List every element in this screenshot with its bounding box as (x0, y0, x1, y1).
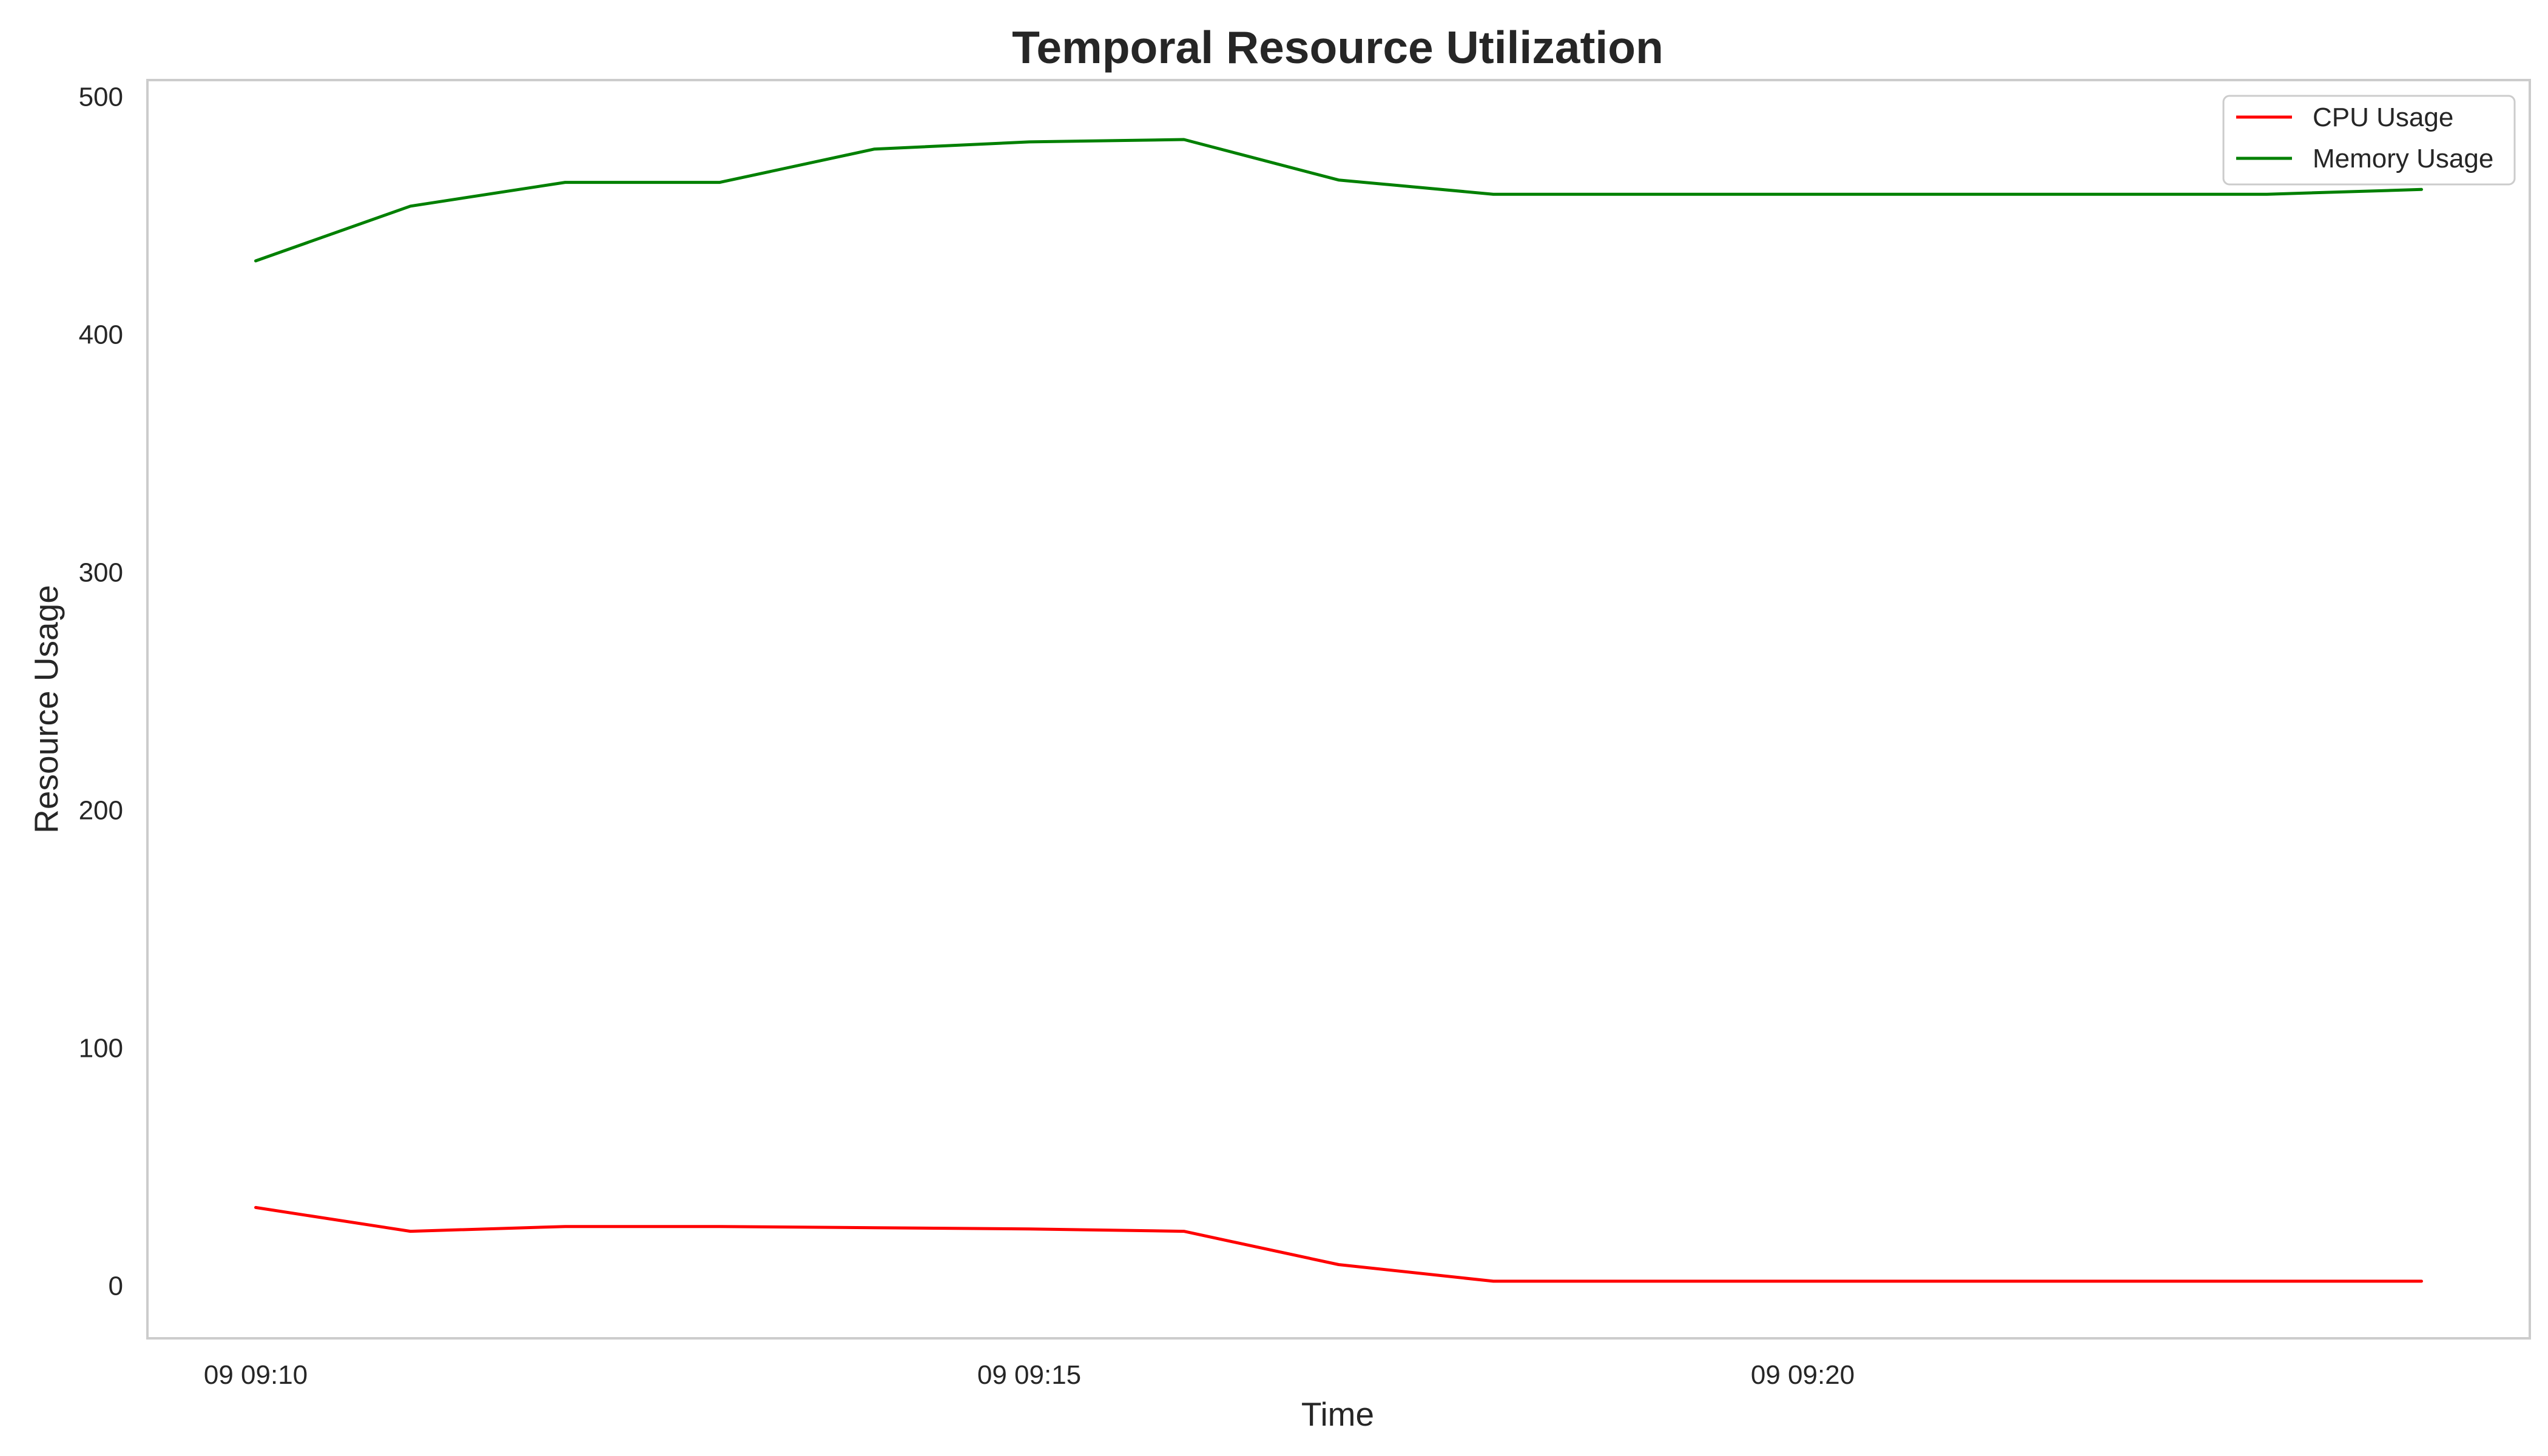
y-tick-label: 200 (79, 796, 123, 826)
legend-label-cpu: CPU Usage (2313, 103, 2453, 132)
y-tick-label: 100 (79, 1034, 123, 1063)
legend-label-memory: Memory Usage (2313, 144, 2493, 174)
series-line-cpu (254, 1205, 2423, 1283)
y-axis-label: Resource Usage (27, 585, 65, 834)
x-axis-label: Time (1301, 1395, 1374, 1433)
series-lines (254, 138, 2423, 1283)
x-tick-label: 09 09:20 (1751, 1360, 1855, 1390)
series-line-memory (254, 138, 2423, 263)
chart-title: Temporal Resource Utilization (1012, 22, 1663, 73)
legend-box (2222, 95, 2516, 186)
y-tick-label: 500 (79, 82, 123, 112)
y-tick-label: 400 (79, 320, 123, 350)
y-tick-label: 0 (109, 1272, 123, 1301)
y-tick-label: 300 (79, 558, 123, 588)
plot-area (146, 79, 2531, 1340)
legend: CPU Usage Memory Usage (2222, 95, 2516, 186)
x-axis-ticks: 09 09:10 09 09:15 09 09:20 (204, 1360, 1855, 1390)
y-axis-ticks: 0 100 200 300 400 500 (79, 82, 123, 1301)
x-tick-label: 09 09:10 (204, 1360, 308, 1390)
x-tick-label: 09 09:15 (977, 1360, 1081, 1390)
